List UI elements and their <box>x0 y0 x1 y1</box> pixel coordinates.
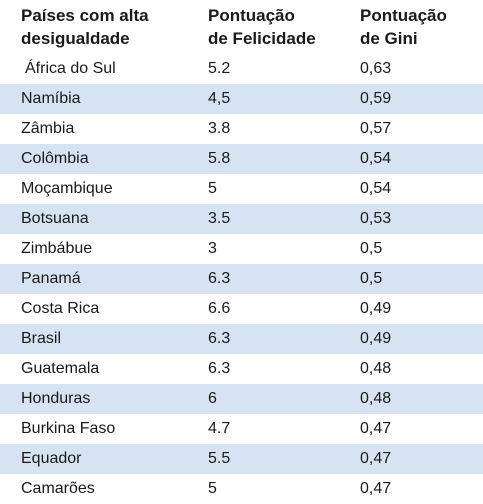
cell-gini: 0,63 <box>360 54 483 84</box>
cell-country: Zimbábue <box>0 234 208 264</box>
header-row: Países com alta desigualdade Pontuação d… <box>0 0 483 54</box>
cell-happiness: 4.7 <box>208 414 360 444</box>
cell-country: Equador <box>0 444 208 474</box>
table-row: Costa Rica 6.6 0,49 <box>0 294 483 324</box>
cell-country: Panamá <box>0 264 208 294</box>
table-row: Brasil 6.3 0,49 <box>0 324 483 354</box>
cell-gini: 0,48 <box>360 354 483 384</box>
cell-gini: 0,47 <box>360 474 483 504</box>
cell-happiness: 5.5 <box>208 444 360 474</box>
cell-happiness: 4,5 <box>208 84 360 114</box>
header-happiness-line1: Pontuação <box>208 6 295 25</box>
header-gini-line2: de Gini <box>360 29 418 48</box>
cell-country: Honduras <box>0 384 208 414</box>
cell-gini: 0,53 <box>360 204 483 234</box>
cell-happiness: 6 <box>208 384 360 414</box>
table-row: Zimbábue 3 0,5 <box>0 234 483 264</box>
header-happiness-line2: de Felicidade <box>208 29 316 48</box>
cell-gini: 0,5 <box>360 264 483 294</box>
cell-happiness: 5.8 <box>208 144 360 174</box>
cell-gini: 0,48 <box>360 384 483 414</box>
cell-country: Burkina Faso <box>0 414 208 444</box>
header-gini-line1: Pontuação <box>360 6 447 25</box>
header-gini: Pontuação de Gini <box>360 0 483 54</box>
cell-country: Namíbia <box>0 84 208 114</box>
header-country: Países com alta desigualdade <box>0 0 208 54</box>
cell-country: Zâmbia <box>0 114 208 144</box>
cell-gini: 0,49 <box>360 294 483 324</box>
cell-gini: 0,57 <box>360 114 483 144</box>
cell-country: Guatemala <box>0 354 208 384</box>
cell-happiness: 3.8 <box>208 114 360 144</box>
table-row: Equador 5.5 0,47 <box>0 444 483 474</box>
cell-gini: 0,47 <box>360 414 483 444</box>
cell-gini: 0,54 <box>360 144 483 174</box>
cell-country: Colômbia <box>0 144 208 174</box>
table-row: Camarões 5 0,47 <box>0 474 483 504</box>
cell-gini: 0,59 <box>360 84 483 114</box>
table-row: Botsuana 3.5 0,53 <box>0 204 483 234</box>
table-row: Colômbia 5.8 0,54 <box>0 144 483 174</box>
table-row: Burkina Faso 4.7 0,47 <box>0 414 483 444</box>
cell-happiness: 3.5 <box>208 204 360 234</box>
cell-country: Camarões <box>0 474 208 504</box>
cell-gini: 0,49 <box>360 324 483 354</box>
cell-happiness: 5 <box>208 474 360 504</box>
header-country-line2: desigualdade <box>21 29 130 48</box>
cell-happiness: 6.3 <box>208 264 360 294</box>
table-row: Honduras 6 0,48 <box>0 384 483 414</box>
cell-happiness: 6.6 <box>208 294 360 324</box>
cell-happiness: 3 <box>208 234 360 264</box>
table-header: Países com alta desigualdade Pontuação d… <box>0 0 483 54</box>
table-row: Panamá 6.3 0,5 <box>0 264 483 294</box>
table-row: Moçambique 5 0,54 <box>0 174 483 204</box>
cell-gini: 0,5 <box>360 234 483 264</box>
cell-happiness: 6.3 <box>208 354 360 384</box>
cell-happiness: 5.2 <box>208 54 360 84</box>
cell-gini: 0,47 <box>360 444 483 474</box>
cell-country: Brasil <box>0 324 208 354</box>
cell-country: Moçambique <box>0 174 208 204</box>
cell-country: Botsuana <box>0 204 208 234</box>
table-row: Guatemala 6.3 0,48 <box>0 354 483 384</box>
table-body: África do Sul 5.2 0,63 Namíbia 4,5 0,59 Zâmbia… <box>0 54 483 504</box>
cell-country: Costa Rica <box>0 294 208 324</box>
cell-happiness: 6.3 <box>208 324 360 354</box>
header-country-line1: Países com alta <box>21 6 149 25</box>
table-row: Namíbia 4,5 0,59 <box>0 84 483 114</box>
cell-country: África do Sul <box>0 54 208 84</box>
table-row: África do Sul 5.2 0,63 <box>0 54 483 84</box>
cell-gini: 0,54 <box>360 174 483 204</box>
cell-happiness: 5 <box>208 174 360 204</box>
header-happiness: Pontuação de Felicidade <box>208 0 360 54</box>
table-row: Zâmbia 3.8 0,57 <box>0 114 483 144</box>
